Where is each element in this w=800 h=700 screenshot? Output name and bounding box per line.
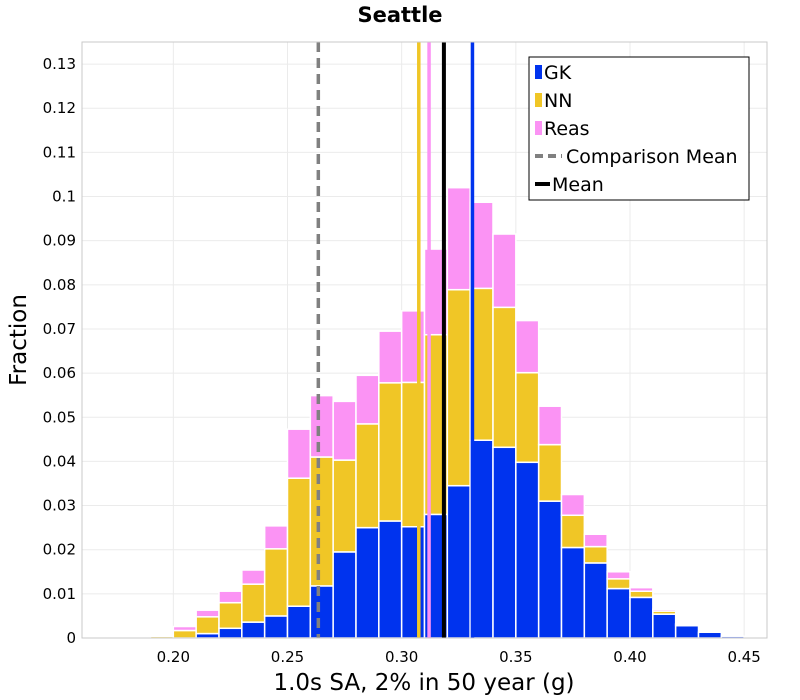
bar-nn-4 xyxy=(195,616,220,635)
bars-group xyxy=(149,186,768,639)
bar-gk-15 xyxy=(446,484,471,639)
y-tick-label: 0.1 xyxy=(52,188,76,206)
bar-reas-15 xyxy=(446,186,471,291)
bar-nn-10 xyxy=(332,459,357,553)
bar-gk-18 xyxy=(515,461,540,639)
bar-reas-24 xyxy=(652,608,677,612)
bar-gk-11 xyxy=(355,526,380,639)
legend: GK NN Reas Comparison Mean Mean xyxy=(528,56,750,201)
bar-nn-11 xyxy=(355,423,380,529)
plot-frame xyxy=(81,41,768,639)
bar-gk-24 xyxy=(652,613,677,639)
bar-gk-22 xyxy=(606,587,631,639)
bar-gk-23 xyxy=(629,596,654,639)
x-tick-label: 0.45 xyxy=(727,648,760,666)
bar-gk-7 xyxy=(263,615,289,639)
x-tick-label: 0.35 xyxy=(499,648,532,666)
bar-reas-10 xyxy=(332,400,357,461)
bar-nn-20 xyxy=(560,514,586,549)
bar-nn-9 xyxy=(309,456,334,587)
legend-label-mean: Mean xyxy=(552,174,604,196)
y-tick-label: 0.13 xyxy=(43,55,76,73)
y-tick-label: 0.12 xyxy=(43,99,76,117)
legend-swatch-gk xyxy=(535,65,542,79)
bar-gk-10 xyxy=(332,551,357,639)
legend-swatch-nn xyxy=(535,93,542,107)
bar-reas-4 xyxy=(195,609,220,618)
y-tick-label: 0.07 xyxy=(43,320,76,338)
y-tick-label: 0.11 xyxy=(43,143,76,161)
bar-nn-5 xyxy=(218,601,243,630)
bar-reas-21 xyxy=(583,533,608,548)
bar-reas-20 xyxy=(560,493,586,517)
bar-reas-23 xyxy=(629,586,654,592)
bar-reas-17 xyxy=(492,233,517,309)
mean-lines-group xyxy=(316,42,475,638)
y-tick-label: 0.05 xyxy=(43,408,76,426)
bar-nn-21 xyxy=(583,545,608,564)
bar-nn-17 xyxy=(492,306,517,449)
bar-nn-22 xyxy=(606,578,631,590)
bar-nn-6 xyxy=(241,583,266,623)
bar-gk-9 xyxy=(309,585,334,639)
bar-gk-21 xyxy=(583,562,608,639)
bar-gk-8 xyxy=(286,605,312,639)
bar-gk-12 xyxy=(378,520,403,639)
y-tick-label: 0.08 xyxy=(43,276,76,294)
x-tick-labels: 0.20 0.25 0.30 0.35 0.40 0.45 xyxy=(157,648,761,666)
x-tick-label: 0.30 xyxy=(385,648,418,666)
y-tick-label: 0 xyxy=(66,629,76,647)
bar-nn-3 xyxy=(172,629,197,639)
bar-reas-13 xyxy=(400,310,426,384)
bar-nn-15 xyxy=(446,288,471,487)
bar-nn-18 xyxy=(515,371,540,464)
bar-nn-8 xyxy=(286,477,312,607)
x-tick-label: 0.25 xyxy=(271,648,304,666)
bar-reas-12 xyxy=(378,330,403,384)
y-tick-label: 0.01 xyxy=(43,585,76,603)
bar-nn-7 xyxy=(263,548,289,617)
bar-gk-17 xyxy=(492,446,517,639)
x-tick-label: 0.40 xyxy=(613,648,646,666)
y-axis-title: Fraction xyxy=(6,294,32,386)
bar-reas-18 xyxy=(515,319,540,374)
x-axis-title: 1.0s SA, 2% in 50 year (g) xyxy=(273,670,574,696)
x-tick-label: 0.20 xyxy=(157,648,190,666)
bar-gk-6 xyxy=(241,621,266,639)
bar-gk-25 xyxy=(674,624,700,639)
bar-gk-13 xyxy=(400,525,426,639)
bar-reas-19 xyxy=(537,405,563,446)
legend-label-reas: Reas xyxy=(544,118,590,140)
bar-reas-9 xyxy=(309,394,334,458)
bar-nn-23 xyxy=(629,590,654,599)
bar-reas-3 xyxy=(172,625,197,632)
bar-gk-26 xyxy=(697,631,723,639)
bar-reas-6 xyxy=(241,569,266,585)
bar-reas-8 xyxy=(286,428,312,479)
bar-nn-19 xyxy=(537,443,563,502)
bar-gk-20 xyxy=(560,546,586,639)
y-tick-label: 0.09 xyxy=(43,232,76,250)
legend-label-gk: GK xyxy=(544,62,572,84)
legend-label-comparison-mean: Comparison Mean xyxy=(566,146,738,168)
y-tick-label: 0.04 xyxy=(43,452,76,470)
bar-reas-5 xyxy=(218,590,243,604)
y-tick-label: 0.06 xyxy=(43,364,76,382)
bar-reas-7 xyxy=(263,525,289,550)
bar-nn-13 xyxy=(400,381,426,528)
legend-label-nn: NN xyxy=(544,90,572,112)
bar-gk-19 xyxy=(537,500,563,639)
bar-reas-22 xyxy=(606,571,631,580)
y-tick-label: 0.03 xyxy=(43,497,76,515)
legend-box xyxy=(528,56,750,201)
bar-reas-11 xyxy=(355,374,380,425)
bar-gk-5 xyxy=(218,627,243,639)
chart-title: Seattle xyxy=(357,3,442,27)
y-tick-label: 0.02 xyxy=(43,541,76,559)
bar-nn-12 xyxy=(378,382,403,522)
legend-swatch-reas xyxy=(535,121,542,135)
y-tick-labels: 0 0.01 0.02 0.03 0.04 0.05 0.06 0.07 0.08 0.09 0.1… xyxy=(43,55,76,647)
